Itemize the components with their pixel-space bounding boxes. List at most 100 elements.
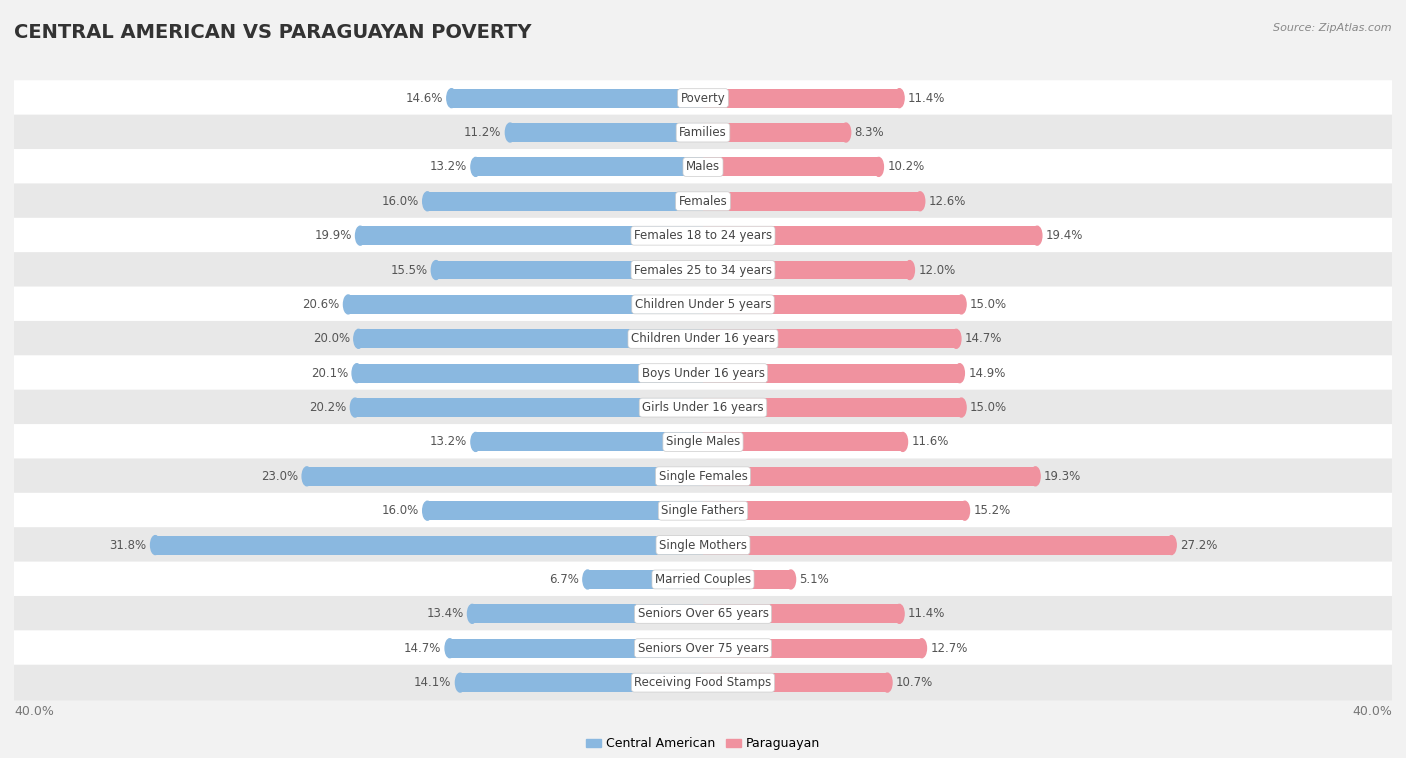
Text: 10.7%: 10.7% [896,676,934,689]
Circle shape [471,158,481,177]
Text: 13.2%: 13.2% [430,161,467,174]
Text: Girls Under 16 years: Girls Under 16 years [643,401,763,414]
Text: 14.7%: 14.7% [965,332,1002,346]
Bar [703,329,956,348]
Bar [155,536,703,555]
Bar [703,89,900,108]
Text: 16.0%: 16.0% [381,195,419,208]
Bar [703,604,900,623]
Bar [703,467,1035,486]
Text: 14.6%: 14.6% [405,92,443,105]
Text: 5.1%: 5.1% [800,573,830,586]
Bar [349,295,703,314]
Bar [703,536,1171,555]
FancyBboxPatch shape [14,562,1392,597]
Bar [703,501,965,520]
Text: 20.2%: 20.2% [309,401,346,414]
Bar [359,329,703,348]
Circle shape [302,467,312,486]
FancyBboxPatch shape [14,424,1392,460]
Circle shape [955,364,965,383]
Circle shape [150,536,160,555]
Text: 14.1%: 14.1% [415,676,451,689]
FancyBboxPatch shape [14,252,1392,288]
FancyBboxPatch shape [14,356,1392,391]
Text: 16.0%: 16.0% [381,504,419,517]
Text: CENTRAL AMERICAN VS PARAGUAYAN POVERTY: CENTRAL AMERICAN VS PARAGUAYAN POVERTY [14,23,531,42]
Bar [472,604,703,623]
Circle shape [956,398,966,417]
Bar [307,467,703,486]
Bar [450,639,703,658]
Bar [427,192,703,211]
FancyBboxPatch shape [14,459,1392,494]
Circle shape [905,261,914,280]
FancyBboxPatch shape [14,321,1392,357]
Text: 15.2%: 15.2% [973,504,1011,517]
Text: Single Fathers: Single Fathers [661,504,745,517]
FancyBboxPatch shape [14,665,1392,700]
Text: Females 18 to 24 years: Females 18 to 24 years [634,229,772,242]
Bar [360,226,703,245]
Text: Females 25 to 34 years: Females 25 to 34 years [634,264,772,277]
Bar [703,295,962,314]
Text: Source: ZipAtlas.com: Source: ZipAtlas.com [1274,23,1392,33]
Circle shape [883,673,891,692]
Bar [703,261,910,280]
Circle shape [446,639,454,658]
Text: 19.9%: 19.9% [315,229,352,242]
Circle shape [505,123,515,142]
Text: 14.7%: 14.7% [404,642,441,655]
Circle shape [350,398,360,417]
Text: Single Males: Single Males [666,435,740,449]
Bar [703,570,790,589]
Circle shape [898,433,907,452]
Circle shape [875,158,883,177]
Text: 11.6%: 11.6% [911,435,949,449]
FancyBboxPatch shape [14,390,1392,425]
Bar [510,123,703,142]
Bar [460,673,703,692]
Bar [451,89,703,108]
Text: 27.2%: 27.2% [1180,539,1218,552]
Text: Single Mothers: Single Mothers [659,539,747,552]
Bar [703,226,1038,245]
Circle shape [952,329,960,348]
Circle shape [917,639,927,658]
Circle shape [423,192,432,211]
Circle shape [915,192,925,211]
Text: 12.7%: 12.7% [931,642,967,655]
Text: 40.0%: 40.0% [1353,705,1392,718]
Text: 11.4%: 11.4% [908,607,945,620]
Text: 20.0%: 20.0% [312,332,350,346]
Bar [588,570,703,589]
Text: 12.0%: 12.0% [918,264,956,277]
Text: Seniors Over 65 years: Seniors Over 65 years [637,607,769,620]
Circle shape [841,123,851,142]
Circle shape [1167,536,1177,555]
FancyBboxPatch shape [14,183,1392,219]
Bar [703,158,879,177]
Circle shape [786,570,796,589]
Text: Males: Males [686,161,720,174]
Circle shape [894,604,904,623]
Text: Receiving Food Stamps: Receiving Food Stamps [634,676,772,689]
Text: 13.4%: 13.4% [426,607,464,620]
FancyBboxPatch shape [14,114,1392,150]
FancyBboxPatch shape [14,218,1392,253]
Text: 20.6%: 20.6% [302,298,340,311]
Bar [475,158,703,177]
Text: 40.0%: 40.0% [14,705,53,718]
Text: 8.3%: 8.3% [855,126,884,139]
Bar [475,433,703,452]
Bar [703,192,920,211]
Bar [427,501,703,520]
FancyBboxPatch shape [14,596,1392,631]
Circle shape [583,570,592,589]
Bar [703,673,887,692]
Circle shape [432,261,440,280]
FancyBboxPatch shape [14,80,1392,116]
Text: Children Under 5 years: Children Under 5 years [634,298,772,311]
FancyBboxPatch shape [14,528,1392,563]
Text: 31.8%: 31.8% [110,539,146,552]
